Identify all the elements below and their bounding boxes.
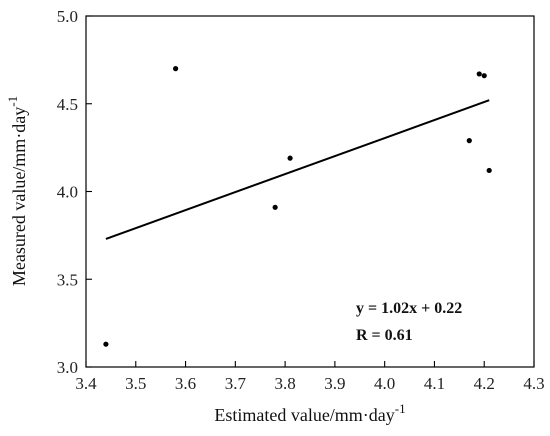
regression-line (105, 99, 490, 240)
x-axis-label: Estimated value/mm·day-1 (214, 401, 405, 425)
data-point (481, 73, 487, 79)
data-points (103, 66, 492, 347)
x-tick-label: 3.7 (225, 374, 247, 393)
data-point (476, 71, 482, 77)
y-tick-label: 4.5 (57, 95, 78, 114)
y-axis-ticks: 3.0 3.5 4.0 4.5 5.0 (57, 7, 92, 377)
y-tick-label: 5.0 (57, 7, 78, 26)
y-tick-label: 3.0 (57, 358, 78, 377)
data-point (466, 138, 472, 144)
x-tick-label: 3.5 (125, 374, 146, 393)
data-point (272, 204, 278, 210)
annotation-r: R = 0.61 (356, 327, 413, 344)
x-tick-label: 3.9 (324, 374, 345, 393)
x-tick-label: 3.8 (274, 374, 295, 393)
x-tick-label: 3.6 (175, 374, 196, 393)
x-tick-label: 4.0 (374, 374, 395, 393)
x-tick-label: 4.3 (523, 374, 544, 393)
x-tick-label: 4.1 (424, 374, 445, 393)
x-axis-label-sup: -1 (395, 401, 406, 416)
x-axis-ticks: 3.4 3.5 3.6 3.7 3.8 3.9 4.0 4.1 4.2 4.3 (75, 361, 545, 393)
x-axis-label-text: Estimated value/mm·day (214, 405, 394, 425)
data-point (486, 167, 492, 174)
regression-line-group (105, 99, 490, 240)
x-tick-label: 3.4 (75, 374, 97, 393)
y-axis-label-sup: -1 (5, 96, 20, 107)
data-point (173, 66, 179, 72)
data-point (103, 341, 109, 347)
y-tick-label: 3.5 (57, 270, 78, 289)
annotation-equation: y = 1.02x + 0.22 (356, 300, 462, 317)
x-tick-label: 4.2 (474, 374, 495, 393)
plot-frame (85, 15, 535, 368)
y-axis-label: Measured value/mm·day-1 (5, 96, 29, 286)
y-tick-label: 4.0 (57, 183, 78, 202)
y-axis-label-text: Measured value/mm·day (9, 107, 29, 286)
data-point (287, 155, 293, 161)
